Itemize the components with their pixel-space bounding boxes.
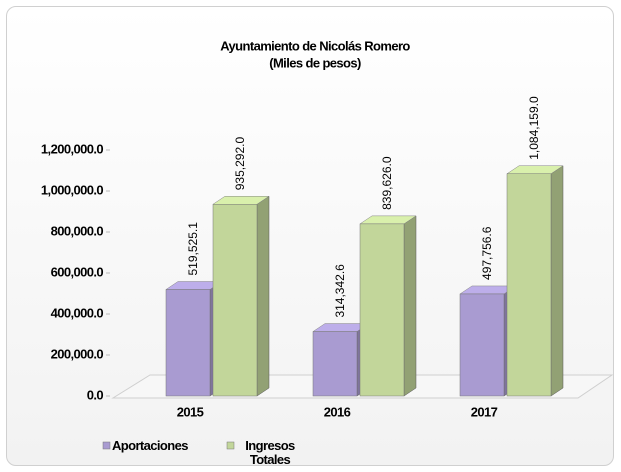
bar xyxy=(165,289,211,397)
bar-side xyxy=(256,195,270,397)
bar xyxy=(212,204,258,397)
y-tick-label: 1,200,000.0 xyxy=(41,141,103,156)
x-tick-label: 2016 xyxy=(324,404,351,419)
value-label: 519,525.1 xyxy=(186,222,200,276)
y-tick-label: 600,000.0 xyxy=(51,264,104,279)
x-tick-label: 2015 xyxy=(177,404,204,419)
bar xyxy=(506,173,552,397)
y-tick-label: 200,000.0 xyxy=(51,346,104,361)
value-label: 935,292.0 xyxy=(233,137,247,191)
value-label: 839,626.0 xyxy=(380,156,394,210)
bar xyxy=(459,293,505,397)
y-tick-label: 1,000,000.0 xyxy=(41,182,103,197)
bar xyxy=(312,331,358,397)
bar-side xyxy=(403,215,417,397)
y-tick-label: 400,000.0 xyxy=(51,305,104,320)
legend-label: Ingresos Totales xyxy=(245,438,295,467)
legend-label: Aportaciones xyxy=(112,438,188,453)
chart-subtitle: (Miles de pesos) xyxy=(269,55,361,70)
value-label: 497,756.6 xyxy=(480,226,494,280)
y-tick-label: 800,000.0 xyxy=(51,223,104,238)
value-label: 314,342.6 xyxy=(333,264,347,318)
bar-side xyxy=(550,165,564,397)
value-label: 1,084,159.0 xyxy=(527,96,541,160)
x-tick-label: 2017 xyxy=(471,404,498,419)
legend-swatch xyxy=(102,441,111,450)
bar xyxy=(359,223,405,397)
y-tick-label: 0.0 xyxy=(87,387,104,402)
legend-swatch xyxy=(226,441,235,450)
chart-title: Ayuntamiento de Nicolás Romero xyxy=(220,38,410,53)
